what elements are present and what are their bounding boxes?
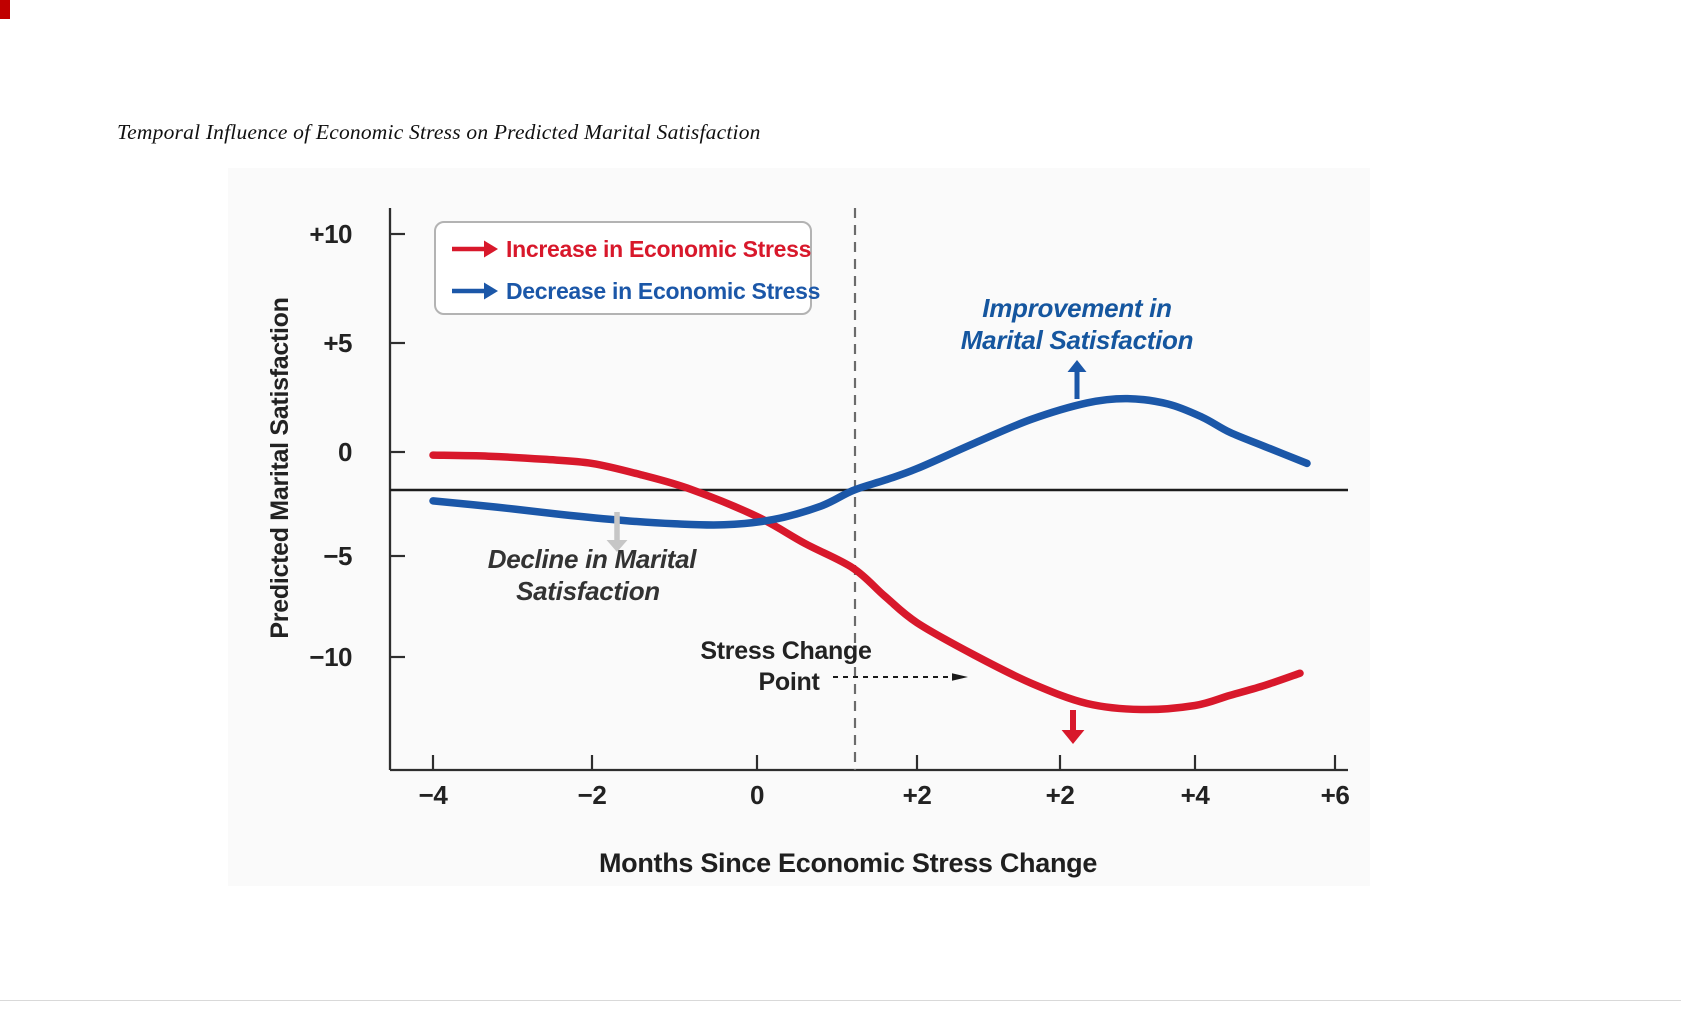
annotation-arrows-group <box>606 360 1087 744</box>
improvement-annotation-line1: Improvement in <box>982 293 1171 323</box>
legend-box <box>434 221 812 315</box>
x-axis-title: Months Since Economic Stress Change <box>599 848 1097 878</box>
stress-change-annotation-line1: Stress Change <box>700 637 872 665</box>
x-tick-label: +2 <box>903 780 932 810</box>
x-tick-label: −4 <box>419 780 449 810</box>
legend: Increase in Economic Stress Decrease in … <box>434 221 820 315</box>
y-axis-title: Predicted Marital Satisfaction <box>266 297 294 638</box>
increase-stress-curve <box>429 451 1304 714</box>
page-bottom-divider <box>0 1000 1681 1001</box>
legend-label-increase: Increase in Economic Stress <box>506 236 811 262</box>
decrease-stress-curve <box>429 394 1311 529</box>
y-tick-label: −5 <box>323 541 352 571</box>
x-tick-label: +2 <box>1046 780 1075 810</box>
stress-change-pointer-arrow-head <box>952 673 968 681</box>
improvement-up-arrow-head <box>1067 360 1087 372</box>
y-tick-label: −10 <box>309 642 352 672</box>
x-tick-label: −2 <box>578 780 607 810</box>
y-tick-label: +5 <box>323 328 352 358</box>
red-corner-mark <box>0 0 10 19</box>
decline-down-arrow-head <box>606 540 628 552</box>
x-tick-label: +4 <box>1181 780 1211 810</box>
decline-annotation-line2: Satisfaction <box>516 576 660 606</box>
page-title: Temporal Influence of Economic Stress on… <box>117 120 761 144</box>
stress-change-annotation-line2: Point <box>759 668 821 696</box>
red-down-arrow-head <box>1061 730 1085 744</box>
legend-arrow-icon-head <box>484 240 498 258</box>
legend-arrow-icons <box>452 240 498 300</box>
legend-arrow-icon-head <box>484 282 498 300</box>
axes-group: +10 +5 0 −5 −10 −4 −2 0 +2 +2 +4 +6 <box>309 208 1350 810</box>
y-tick-label: 0 <box>338 437 352 467</box>
x-tick-label: 0 <box>750 780 764 810</box>
decline-annotation-line1: Decline in Marital <box>488 544 698 574</box>
improvement-annotation-line2: Marital Satisfaction <box>961 325 1193 355</box>
legend-label-decrease: Decrease in Economic Stress <box>506 278 820 304</box>
y-tick-label: +10 <box>309 219 352 249</box>
x-tick-label: +6 <box>1321 780 1350 810</box>
